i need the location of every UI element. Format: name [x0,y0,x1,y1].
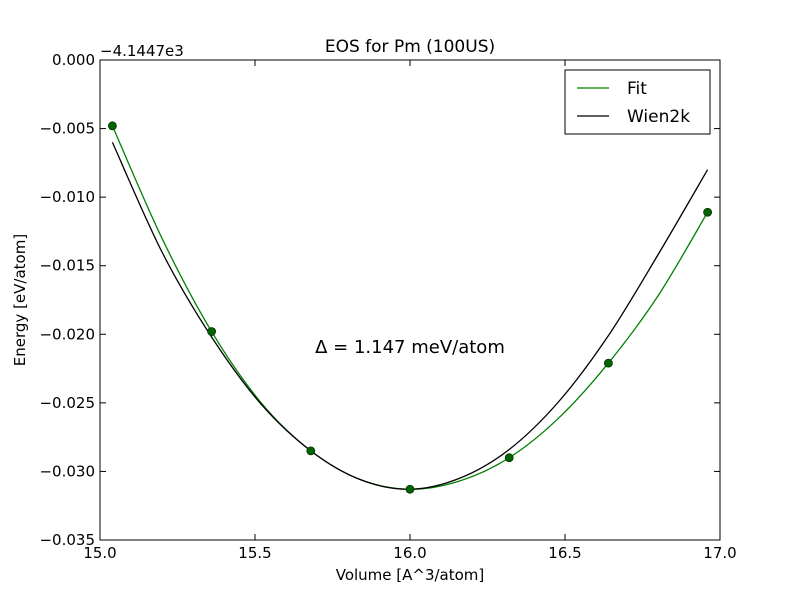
x-tick-label: 17.0 [703,544,736,562]
y-tick-label: −0.030 [39,462,95,480]
legend-fit-label: Fit [627,79,647,99]
y-tick-label: −0.005 [39,120,95,138]
x-axis-label: Volume [A^3/atom] [336,566,485,584]
data-point [604,358,613,368]
legend-wien2k-label: Wien2k [627,107,690,127]
chart-title: EOS for Pm (100US) [325,37,495,57]
data-point [703,207,712,217]
data-point [504,453,514,463]
y-tick-label: −0.025 [39,394,95,412]
y-offset-label: −4.1447e3 [100,42,184,60]
plot-area [100,60,720,540]
x-tick-label: 16.0 [393,544,426,562]
y-tick-label: −0.035 [39,531,95,549]
x-tick-label: 16.5 [548,544,581,562]
x-tick-label: 15.0 [83,544,116,562]
legend-box [564,69,711,135]
data-point [108,121,117,131]
point-layer [108,121,712,494]
y-tick-label: −0.015 [39,257,95,275]
y-axis-label: Energy [eV/atom] [11,234,29,366]
data-point [207,327,217,336]
tick-layer: 15.0 15.5 16.0 16.5 17.0 0.000 −0.005 −0.010 −0.… [39,51,736,562]
data-point [405,484,415,494]
plot-frame [99,59,721,541]
delta-annotation: Δ = 1.147 meV/atom [315,337,505,358]
y-tick-label: 0.000 [52,51,95,69]
legend: Fit Wien2k [564,69,711,135]
y-tick-label: −0.010 [39,188,95,206]
data-point [306,446,316,456]
y-tick-label: −0.020 [39,325,95,343]
x-tick-label: 15.5 [238,544,271,562]
